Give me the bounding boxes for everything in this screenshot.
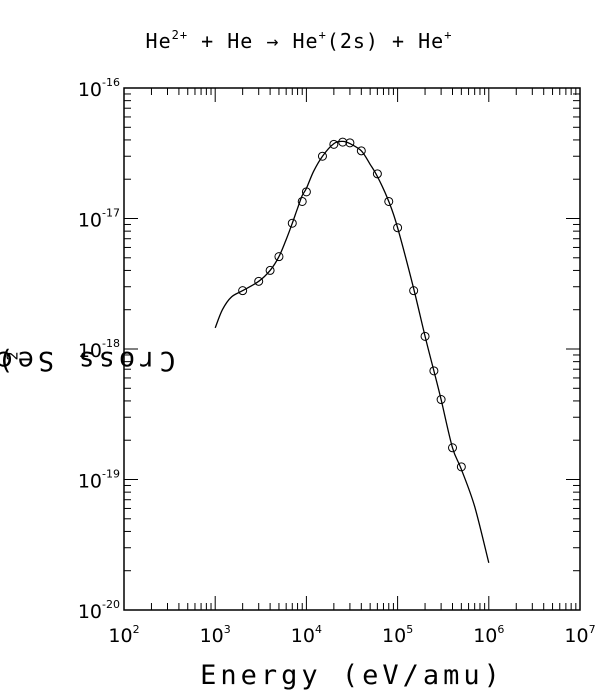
y-tick-label-exp: -19	[102, 468, 120, 481]
y-axis-label-close: )	[0, 345, 14, 376]
x-tick-label-exp: 3	[224, 623, 231, 636]
data-point-marker	[274, 252, 284, 262]
data-point-marker	[429, 366, 439, 376]
title-product2: He	[418, 29, 445, 53]
x-tick-label-exp: 2	[133, 623, 140, 636]
y-axis-label-base: Cross Section (cm	[0, 345, 176, 377]
data-point-marker	[393, 223, 403, 233]
x-tick-label-base: 10	[382, 625, 406, 647]
title-product2-charge: +	[444, 28, 453, 42]
x-axis-label: Energy (eV/amu)	[200, 660, 504, 691]
x-tick-label: 102	[108, 623, 139, 647]
fit-curve-line	[214, 140, 490, 563]
data-point-marker	[254, 276, 264, 286]
y-axis-label: Cross Section (cm2)	[0, 345, 176, 376]
title-arrow: →	[266, 29, 280, 53]
y-tick-label-exp: -18	[102, 337, 120, 350]
data-point-marker	[456, 462, 466, 472]
y-tick-label: 10-19	[78, 468, 120, 493]
title-target: He	[227, 29, 254, 53]
plot-frame	[123, 87, 581, 611]
y-tick-label: 10-17	[78, 207, 120, 232]
data-point-marker	[317, 151, 327, 161]
data-point-marker	[265, 265, 275, 275]
y-tick-label-base: 10	[78, 79, 102, 101]
title-plus-2: +	[392, 29, 406, 53]
title-reactant-charge: 2+	[171, 28, 189, 42]
x-tick-label-base: 10	[291, 625, 315, 647]
data-point-marker	[345, 138, 355, 148]
data-point-marker	[297, 196, 307, 206]
title-plus-1: +	[201, 29, 215, 53]
y-tick-label-base: 10	[78, 210, 102, 232]
title-product: He	[292, 29, 319, 53]
x-tick-label: 104	[291, 623, 322, 647]
x-tick-label: 103	[200, 623, 231, 647]
y-tick-label-exp: -16	[102, 76, 120, 89]
x-tick-label-exp: 6	[497, 623, 504, 636]
data-point-marker	[238, 286, 248, 296]
data-point-marker	[329, 139, 339, 149]
y-tick-label-exp: -17	[102, 207, 120, 220]
data-point-marker	[301, 187, 311, 197]
data-point-marker	[372, 169, 382, 179]
data-point-marker	[384, 196, 394, 206]
x-tick-label-exp: 4	[315, 623, 322, 636]
data-point-marker	[356, 146, 366, 156]
title-product-charge: +	[318, 28, 327, 42]
y-tick-label: 10-18	[78, 337, 120, 362]
data-point-marker	[338, 137, 348, 147]
data-point-marker	[409, 286, 419, 296]
data-point-marker	[287, 218, 297, 228]
x-tick-label-base: 10	[108, 625, 132, 647]
x-tick-label-base: 10	[564, 625, 588, 647]
y-tick-label: 10-16	[78, 76, 120, 101]
y-tick-label-base: 10	[78, 471, 102, 493]
x-tick-label-exp: 5	[406, 623, 413, 636]
data-point-marker	[448, 443, 458, 453]
data-point-marker	[436, 395, 446, 405]
title-reactant: He	[145, 29, 172, 53]
x-tick-label: 105	[382, 623, 413, 647]
y-tick-label-base: 10	[78, 601, 102, 623]
y-tick-label-base: 10	[78, 340, 102, 362]
x-tick-label-exp: 7	[589, 623, 596, 636]
x-tick-label-base: 10	[473, 625, 497, 647]
y-tick-label: 10-20	[78, 598, 120, 623]
y-tick-label-exp: -20	[102, 598, 120, 611]
x-tick-label-base: 10	[200, 625, 224, 647]
x-tick-label: 106	[473, 623, 504, 647]
data-point-marker	[420, 331, 430, 341]
chart-title: He2+ + He → He+(2s) + He+	[0, 28, 598, 53]
title-product-state: (2s)	[326, 29, 379, 53]
x-tick-label: 107	[564, 623, 595, 647]
